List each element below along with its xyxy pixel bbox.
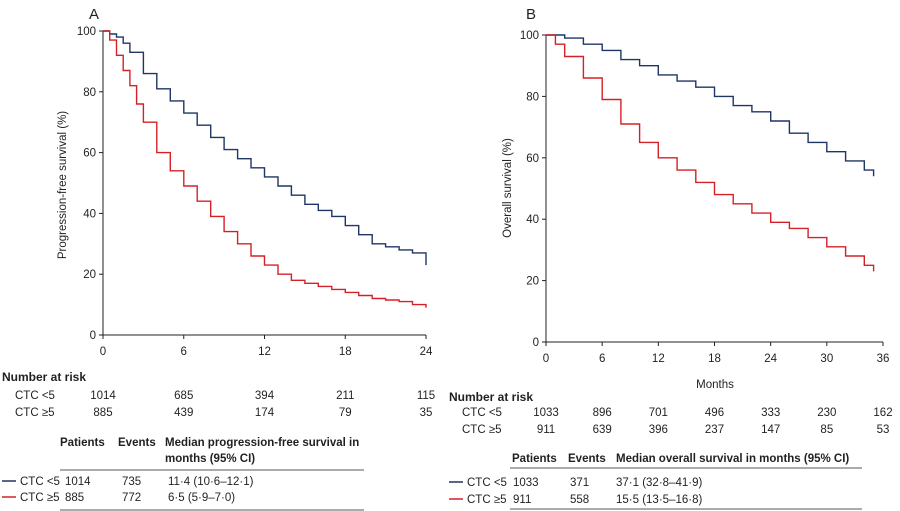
patients-count: 885 — [65, 492, 84, 504]
y-tick-label: 60 — [526, 153, 539, 165]
risk-count: 85 — [820, 424, 833, 436]
table-header: Median overall survival in months (95% C… — [616, 453, 849, 465]
survival-curve-ctc-ge5 — [546, 34, 875, 272]
legend-label: CTC ≥5 — [467, 494, 507, 506]
x-tick-label: 6 — [599, 353, 605, 365]
x-axis-title: Months — [696, 379, 734, 391]
number-at-risk-heading: Number at risk — [449, 390, 533, 404]
y-tick-label: 0 — [90, 330, 96, 342]
risk-row-label: CTC <5 — [15, 390, 55, 402]
table-header: Events — [568, 453, 606, 465]
legend-label: CTC ≥5 — [20, 492, 60, 504]
y-tick-label: 60 — [83, 148, 96, 160]
risk-count: 35 — [420, 407, 433, 419]
risk-count: 147 — [761, 424, 780, 436]
x-tick-label: 18 — [339, 346, 352, 358]
risk-row-label: CTC <5 — [462, 407, 502, 419]
y-axis-title: Overall survival (%) — [502, 138, 514, 238]
events-count: 772 — [122, 492, 141, 504]
risk-count: 1033 — [533, 407, 559, 419]
x-tick-label: 0 — [100, 346, 106, 358]
events-count: 558 — [570, 494, 589, 506]
risk-row-label: CTC ≥5 — [462, 424, 502, 436]
patients-count: 1033 — [513, 477, 539, 489]
risk-count: 701 — [649, 407, 668, 419]
panel-b: B 0 20 40 60 80 100 0 6 12 18 24 30 36 Overall surviva… — [449, 6, 893, 510]
events-count: 371 — [570, 477, 589, 489]
x-tick-label: 12 — [258, 346, 271, 358]
median-value: 37·1 (32·8–41·9) — [616, 477, 702, 489]
risk-count: 174 — [255, 407, 275, 419]
y-tick-label: 20 — [526, 276, 539, 288]
median-value: 15·5 (13·5–16·8) — [616, 494, 702, 506]
y-tick-label: 40 — [83, 208, 96, 220]
risk-count: 211 — [336, 390, 354, 402]
x-tick-label: 18 — [708, 353, 721, 365]
survival-curve-ctc-ge5 — [103, 30, 427, 308]
risk-count: 237 — [705, 424, 724, 436]
median-value: 6·5 (5·9–7·0) — [168, 492, 235, 504]
panel-a: A 0 20 40 60 80 100 0 6 12 18 24 Progression-free su… — [2, 6, 435, 511]
x-tick-label: 36 — [877, 353, 890, 365]
panel-label: B — [526, 6, 536, 23]
risk-count: 685 — [174, 390, 193, 402]
survival-curve-ctc-lt5 — [546, 34, 875, 177]
risk-count: 496 — [705, 407, 724, 419]
risk-count: 1014 — [90, 390, 116, 402]
table-header-events: Events — [118, 437, 156, 449]
median-value: 11·4 (10·6–12·1) — [168, 476, 254, 488]
risk-count: 333 — [761, 407, 780, 419]
survival-curve-ctc-lt5 — [103, 30, 427, 266]
events-count: 735 — [122, 476, 141, 488]
x-tick-label: 24 — [764, 353, 777, 365]
x-tick-label: 24 — [420, 346, 433, 358]
risk-count: 396 — [649, 424, 668, 436]
y-axis-title: Progression-free survival (%) — [57, 111, 69, 259]
legend-label: CTC <5 — [467, 477, 507, 489]
patients-count: 1014 — [65, 476, 91, 488]
risk-count: 911 — [537, 424, 555, 436]
x-tick-label: 0 — [543, 353, 549, 365]
risk-count: 639 — [593, 424, 612, 436]
risk-count: 79 — [339, 407, 352, 419]
y-tick-label: 100 — [77, 26, 96, 38]
x-tick-label: 12 — [652, 353, 665, 365]
y-tick-label: 0 — [533, 337, 539, 349]
patients-count: 911 — [513, 494, 531, 506]
y-tick-label: 40 — [526, 214, 539, 226]
risk-count: 885 — [93, 407, 112, 419]
risk-count: 439 — [174, 407, 193, 419]
risk-count: 53 — [877, 424, 890, 436]
risk-count: 896 — [593, 407, 612, 419]
y-tick-label: 80 — [83, 87, 96, 99]
legend-label: CTC <5 — [20, 476, 60, 488]
risk-count: 230 — [817, 407, 836, 419]
y-tick-label: 80 — [526, 91, 539, 103]
y-tick-label: 100 — [520, 30, 539, 42]
table-header: Patients — [512, 453, 557, 465]
table-header-median-cont: months (95% CI) — [165, 453, 255, 465]
risk-count: 115 — [417, 390, 435, 402]
table-header-patients: Patients — [60, 437, 105, 449]
panel-label: A — [89, 6, 99, 23]
x-tick-label: 30 — [820, 353, 833, 365]
table-header-median: Median progression-free survival in — [165, 437, 359, 449]
risk-count: 394 — [255, 390, 275, 402]
x-tick-label: 6 — [181, 346, 187, 358]
risk-count: 162 — [873, 407, 892, 419]
y-tick-label: 20 — [83, 269, 96, 281]
number-at-risk-heading: Number at risk — [2, 370, 86, 384]
risk-row-label: CTC ≥5 — [15, 407, 55, 419]
